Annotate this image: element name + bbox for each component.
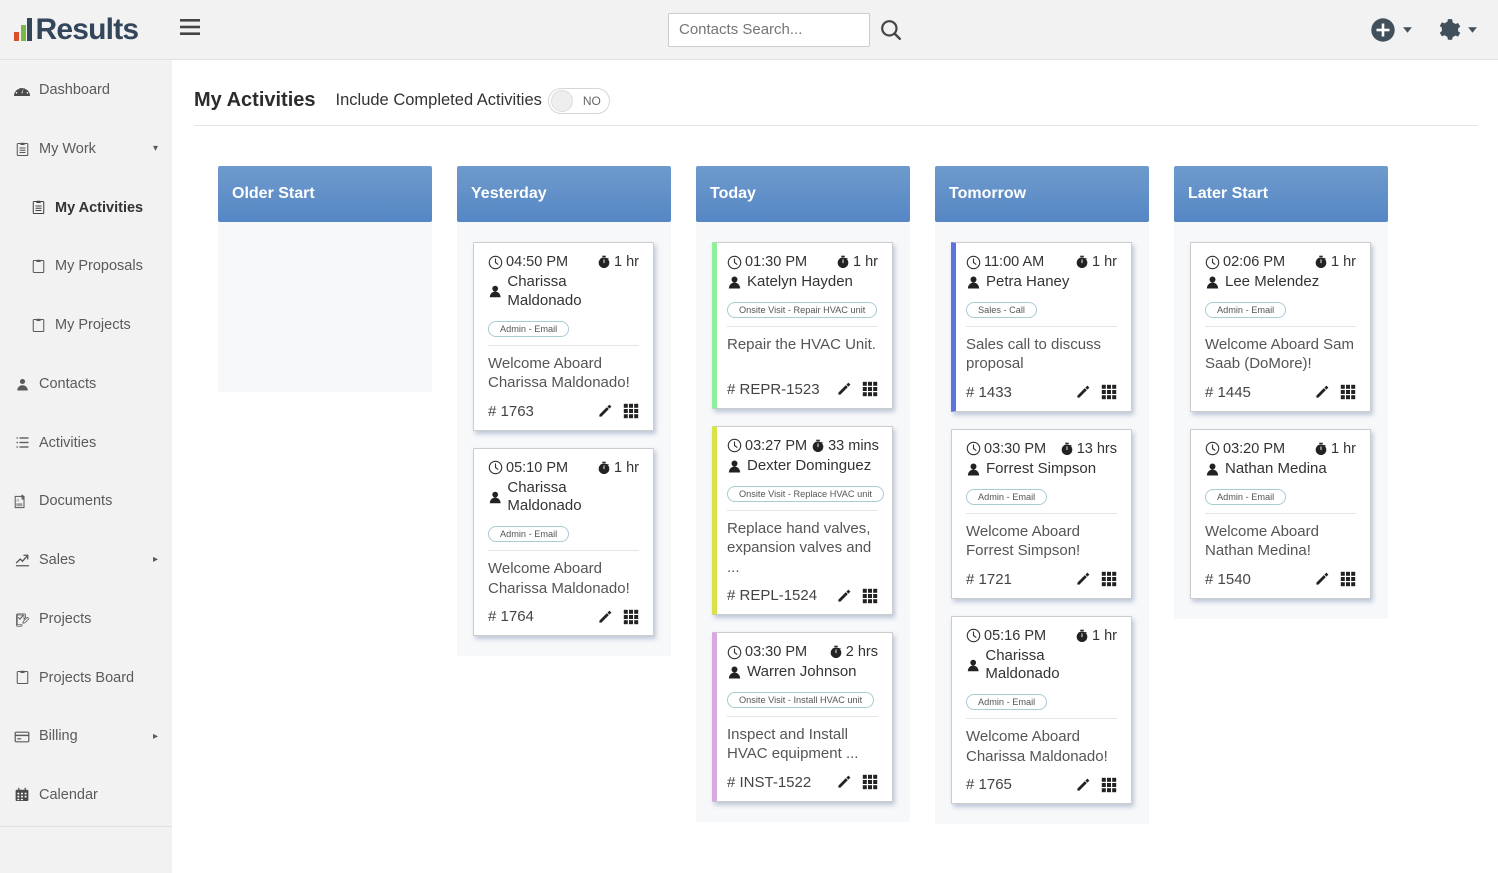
svg-text:A: A (16, 497, 19, 502)
